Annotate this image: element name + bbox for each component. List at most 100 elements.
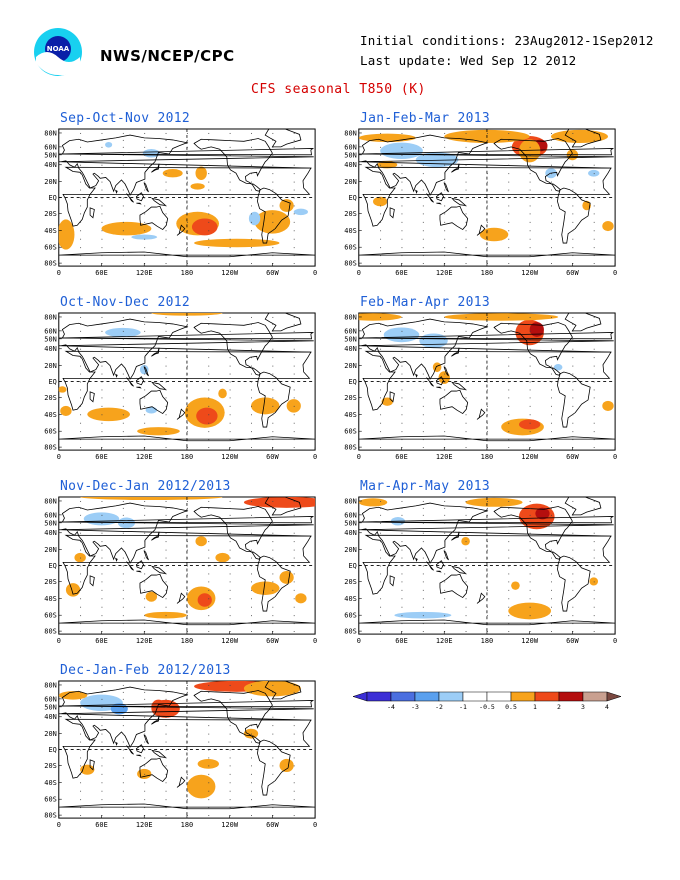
- lat-tick-label: 20N: [44, 730, 57, 738]
- coastline: [151, 531, 160, 541]
- lat-tick-label: 60S: [44, 796, 57, 804]
- coastline: [136, 202, 142, 205]
- coastline: [58, 686, 314, 749]
- coastline: [143, 182, 149, 193]
- lat-tick-label: 80N: [44, 681, 57, 689]
- legend-swatch: [390, 691, 416, 702]
- anomaly-patch: [465, 497, 523, 507]
- coastline: [319, 719, 320, 778]
- lon-tick-label: 60E: [95, 453, 108, 461]
- coastline: [136, 754, 142, 757]
- lat-tick-label: 80S: [44, 812, 57, 820]
- coastline: [358, 516, 615, 524]
- lat-tick-label: 40N: [44, 345, 57, 353]
- coastline: [315, 161, 316, 163]
- anomaly-patch: [101, 221, 152, 236]
- anomaly-patch: [251, 397, 280, 415]
- anomaly-patch: [197, 758, 219, 769]
- coastline: [193, 138, 273, 192]
- anomaly-patch: [162, 168, 183, 178]
- coastline: [389, 575, 395, 587]
- coastline: [89, 391, 95, 403]
- panel-title: Dec-Jan-Feb 2012/2013: [60, 663, 231, 678]
- coastline: [451, 163, 460, 173]
- legend-label: -1: [459, 703, 467, 711]
- lat-tick-label: EQ: [348, 194, 356, 202]
- coastline: [115, 557, 118, 562]
- lat-tick-label: 50N: [344, 519, 357, 527]
- lat-tick-label: 80S: [344, 628, 357, 636]
- coastline: [358, 502, 614, 565]
- lat-tick-label: 20N: [44, 546, 57, 554]
- anomaly-patch: [518, 419, 541, 430]
- lon-tick-label: 60E: [95, 821, 108, 829]
- anomaly-patch: [588, 169, 600, 177]
- coastline: [176, 408, 186, 420]
- lon-tick-label: 120W: [521, 453, 539, 461]
- anomaly-patch: [190, 183, 205, 190]
- lat-tick-label: EQ: [48, 746, 56, 754]
- lat-tick-label: 20N: [344, 178, 357, 186]
- coastline: [89, 575, 95, 587]
- lat-tick-label: 50N: [44, 519, 57, 527]
- coastline: [358, 318, 614, 381]
- legend-label: 2: [557, 703, 561, 711]
- lat-tick-label: 50N: [344, 151, 357, 159]
- coastline: [439, 389, 469, 415]
- coastline: [150, 565, 167, 575]
- lat-tick-label: 50N: [44, 151, 57, 159]
- coastline: [415, 189, 418, 194]
- anomaly-patch: [105, 327, 141, 338]
- legend-label: 1: [533, 703, 537, 711]
- lat-tick-label: 20S: [44, 394, 57, 402]
- anomaly-patch: [381, 397, 393, 406]
- coastline: [176, 776, 186, 788]
- lon-tick-label: 0: [57, 269, 61, 277]
- lon-tick-label: 60E: [95, 637, 108, 645]
- anomaly-patch: [87, 407, 130, 422]
- anomaly-patch: [248, 211, 261, 226]
- coastline: [476, 224, 486, 236]
- coastline: [619, 351, 620, 410]
- coastline: [264, 496, 302, 516]
- anomaly-patch: [373, 196, 388, 207]
- lon-tick-label: 0: [613, 269, 617, 277]
- anomaly-patch: [58, 386, 67, 393]
- anomaly-patch: [358, 133, 416, 143]
- coastline: [58, 318, 314, 381]
- coastline: [451, 531, 460, 541]
- lat-tick-label: 40S: [344, 227, 357, 235]
- coastline: [151, 163, 160, 173]
- coastline: [493, 322, 573, 376]
- lat-tick-label: 80N: [344, 129, 357, 137]
- lon-tick-label: 60W: [566, 269, 579, 277]
- map-panel-ndj: Nov-Dec-Jan 2012/2013 80N 60N 50N 40N 20N EQ 2…: [44, 479, 322, 658]
- lon-tick-label: 60E: [395, 453, 408, 461]
- anomaly-patch: [215, 552, 230, 563]
- lon-tick-label: 60W: [266, 821, 279, 829]
- lat-tick-label: 20S: [344, 210, 357, 218]
- lon-tick-label: 0: [57, 453, 61, 461]
- legend-swatch: [534, 691, 560, 702]
- lat-tick-label: 40N: [344, 529, 357, 537]
- coastline: [426, 377, 434, 387]
- panel-title: Oct-Nov-Dec 2012: [60, 295, 191, 310]
- coastline: [58, 803, 316, 810]
- lon-tick-label: 180: [481, 637, 494, 645]
- lon-tick-label: 0: [613, 453, 617, 461]
- coastline: [139, 389, 169, 415]
- coastline: [450, 197, 467, 207]
- color-scale-legend: -4 -3 -2 -1 -0.5 0.5 1 2 3 4: [352, 690, 629, 716]
- coastline: [139, 205, 169, 231]
- legend-swatch: [414, 691, 440, 702]
- coastline: [493, 138, 573, 192]
- lat-tick-label: 40N: [44, 713, 57, 721]
- lat-tick-label: 50N: [44, 335, 57, 343]
- coastline: [58, 148, 315, 156]
- lon-tick-label: 0: [57, 821, 61, 829]
- legend-swatch: [366, 691, 392, 702]
- coastline: [443, 550, 449, 561]
- lat-tick-label: 80N: [44, 129, 57, 137]
- coastline: [358, 148, 615, 156]
